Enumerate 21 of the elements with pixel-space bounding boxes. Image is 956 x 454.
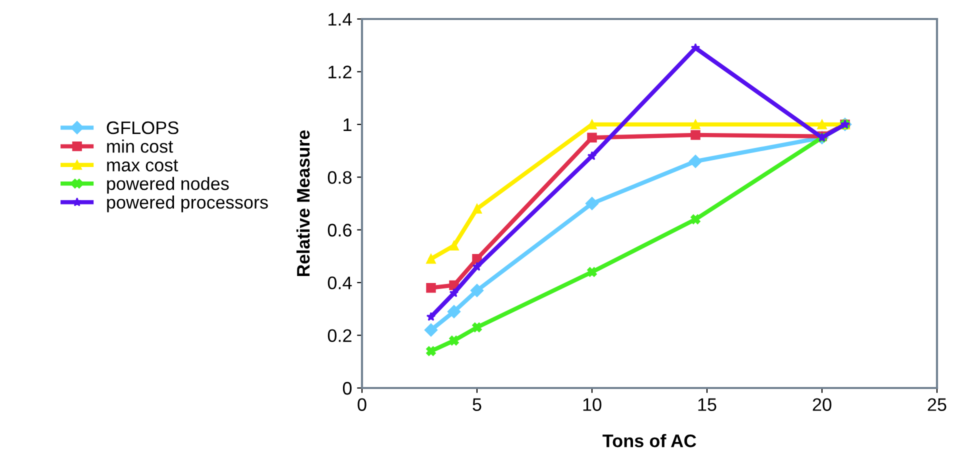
x-tick-label: 25 bbox=[928, 398, 946, 411]
legend-label: powered processors bbox=[107, 195, 268, 212]
x-tick-label: 15 bbox=[698, 398, 716, 411]
x-tick-label: 0 bbox=[358, 398, 366, 411]
y-tick-label: 1.4 bbox=[328, 13, 352, 26]
legend-label: max cost bbox=[107, 160, 178, 172]
x-tick-label: 5 bbox=[472, 398, 482, 411]
legend-label: GFLOPS bbox=[106, 121, 178, 134]
y-tick-label: 0.8 bbox=[328, 171, 352, 184]
y-tick-label: 0.6 bbox=[328, 224, 352, 237]
legend-label: powered nodes bbox=[107, 176, 229, 194]
y-tick-label: 0.4 bbox=[328, 276, 352, 290]
x-tick-label: 10 bbox=[583, 398, 602, 411]
x-axis-title: Tons of AC bbox=[602, 434, 696, 448]
y-tick-label: 1 bbox=[344, 118, 352, 131]
legend-label: min cost bbox=[107, 140, 174, 153]
y-axis-title: Relative Measure bbox=[296, 130, 310, 276]
y-tick-label: 1.2 bbox=[328, 66, 352, 78]
x-tick-label: 20 bbox=[812, 398, 832, 411]
y-tick-label: 0 bbox=[342, 382, 352, 395]
y-tick-label: 0.2 bbox=[328, 329, 352, 342]
